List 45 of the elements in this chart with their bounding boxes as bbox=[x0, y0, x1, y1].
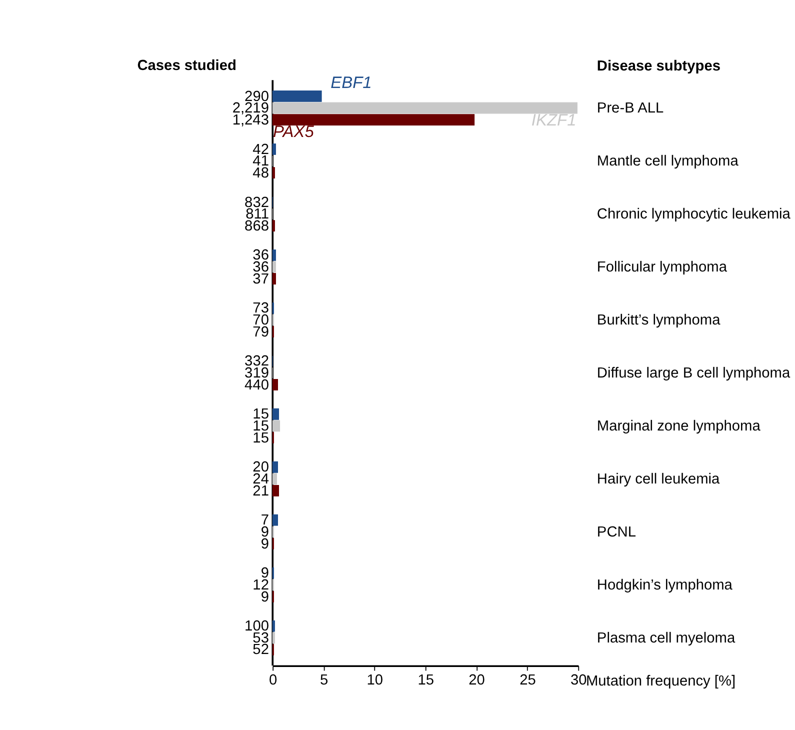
x-tick-label: 5 bbox=[320, 672, 328, 688]
bar bbox=[272, 114, 475, 126]
bar bbox=[272, 632, 275, 644]
series-label: PAX5 bbox=[273, 123, 315, 142]
bar bbox=[272, 379, 278, 390]
y-tick-label: Mantle cell lymphoma bbox=[596, 154, 740, 170]
y-axis-title: Disease subtypes bbox=[596, 58, 721, 75]
text: 9 bbox=[260, 536, 269, 552]
bar bbox=[272, 220, 275, 232]
y-tick-label: Burkitt’s lymphoma bbox=[596, 312, 722, 329]
y-tick-label: Follicular lymphoma bbox=[596, 260, 728, 276]
y-tick-label: Hodgkin’s lymphoma bbox=[596, 577, 734, 594]
bar bbox=[272, 167, 275, 178]
y-tick-label: Hairy cell leukemia bbox=[596, 471, 721, 488]
bar bbox=[272, 473, 277, 485]
x-tick-label: 20 bbox=[468, 672, 485, 688]
y-tick-label: Plasma cell myeloma bbox=[596, 630, 736, 646]
y-tick-label: Chronic lymphocytic leukemia bbox=[596, 206, 792, 223]
x-axis-title: Mutation frequency [%] bbox=[586, 673, 736, 690]
bar bbox=[272, 514, 278, 526]
bar bbox=[272, 273, 276, 284]
x-tick-label: 25 bbox=[520, 672, 536, 688]
y-tick-label: Diffuse large B cell lymphoma bbox=[596, 366, 791, 382]
text: 15 bbox=[252, 430, 269, 446]
y-tick-label: Pre-B ALL bbox=[596, 100, 664, 117]
x-tick-label: 10 bbox=[366, 672, 384, 688]
text: 9 bbox=[260, 589, 269, 606]
bar bbox=[272, 485, 280, 496]
bar bbox=[272, 420, 280, 432]
x-tick-label: 0 bbox=[269, 672, 278, 688]
bar bbox=[272, 620, 275, 632]
text: 21 bbox=[252, 483, 269, 500]
text: Cases studied bbox=[137, 58, 236, 74]
bar bbox=[272, 249, 276, 261]
y-tick-label: Marginal zone lymphoma bbox=[596, 418, 762, 434]
bar bbox=[272, 143, 276, 155]
y-tick-label: PCNL bbox=[596, 524, 636, 540]
series-label: EBF1 bbox=[330, 74, 372, 92]
x-tick-label: 15 bbox=[418, 672, 434, 688]
bar bbox=[272, 90, 322, 102]
bar bbox=[272, 408, 280, 420]
bar bbox=[272, 461, 278, 473]
x-tick-label: 30 bbox=[570, 672, 587, 688]
bar bbox=[272, 261, 276, 273]
bar bbox=[272, 102, 578, 114]
